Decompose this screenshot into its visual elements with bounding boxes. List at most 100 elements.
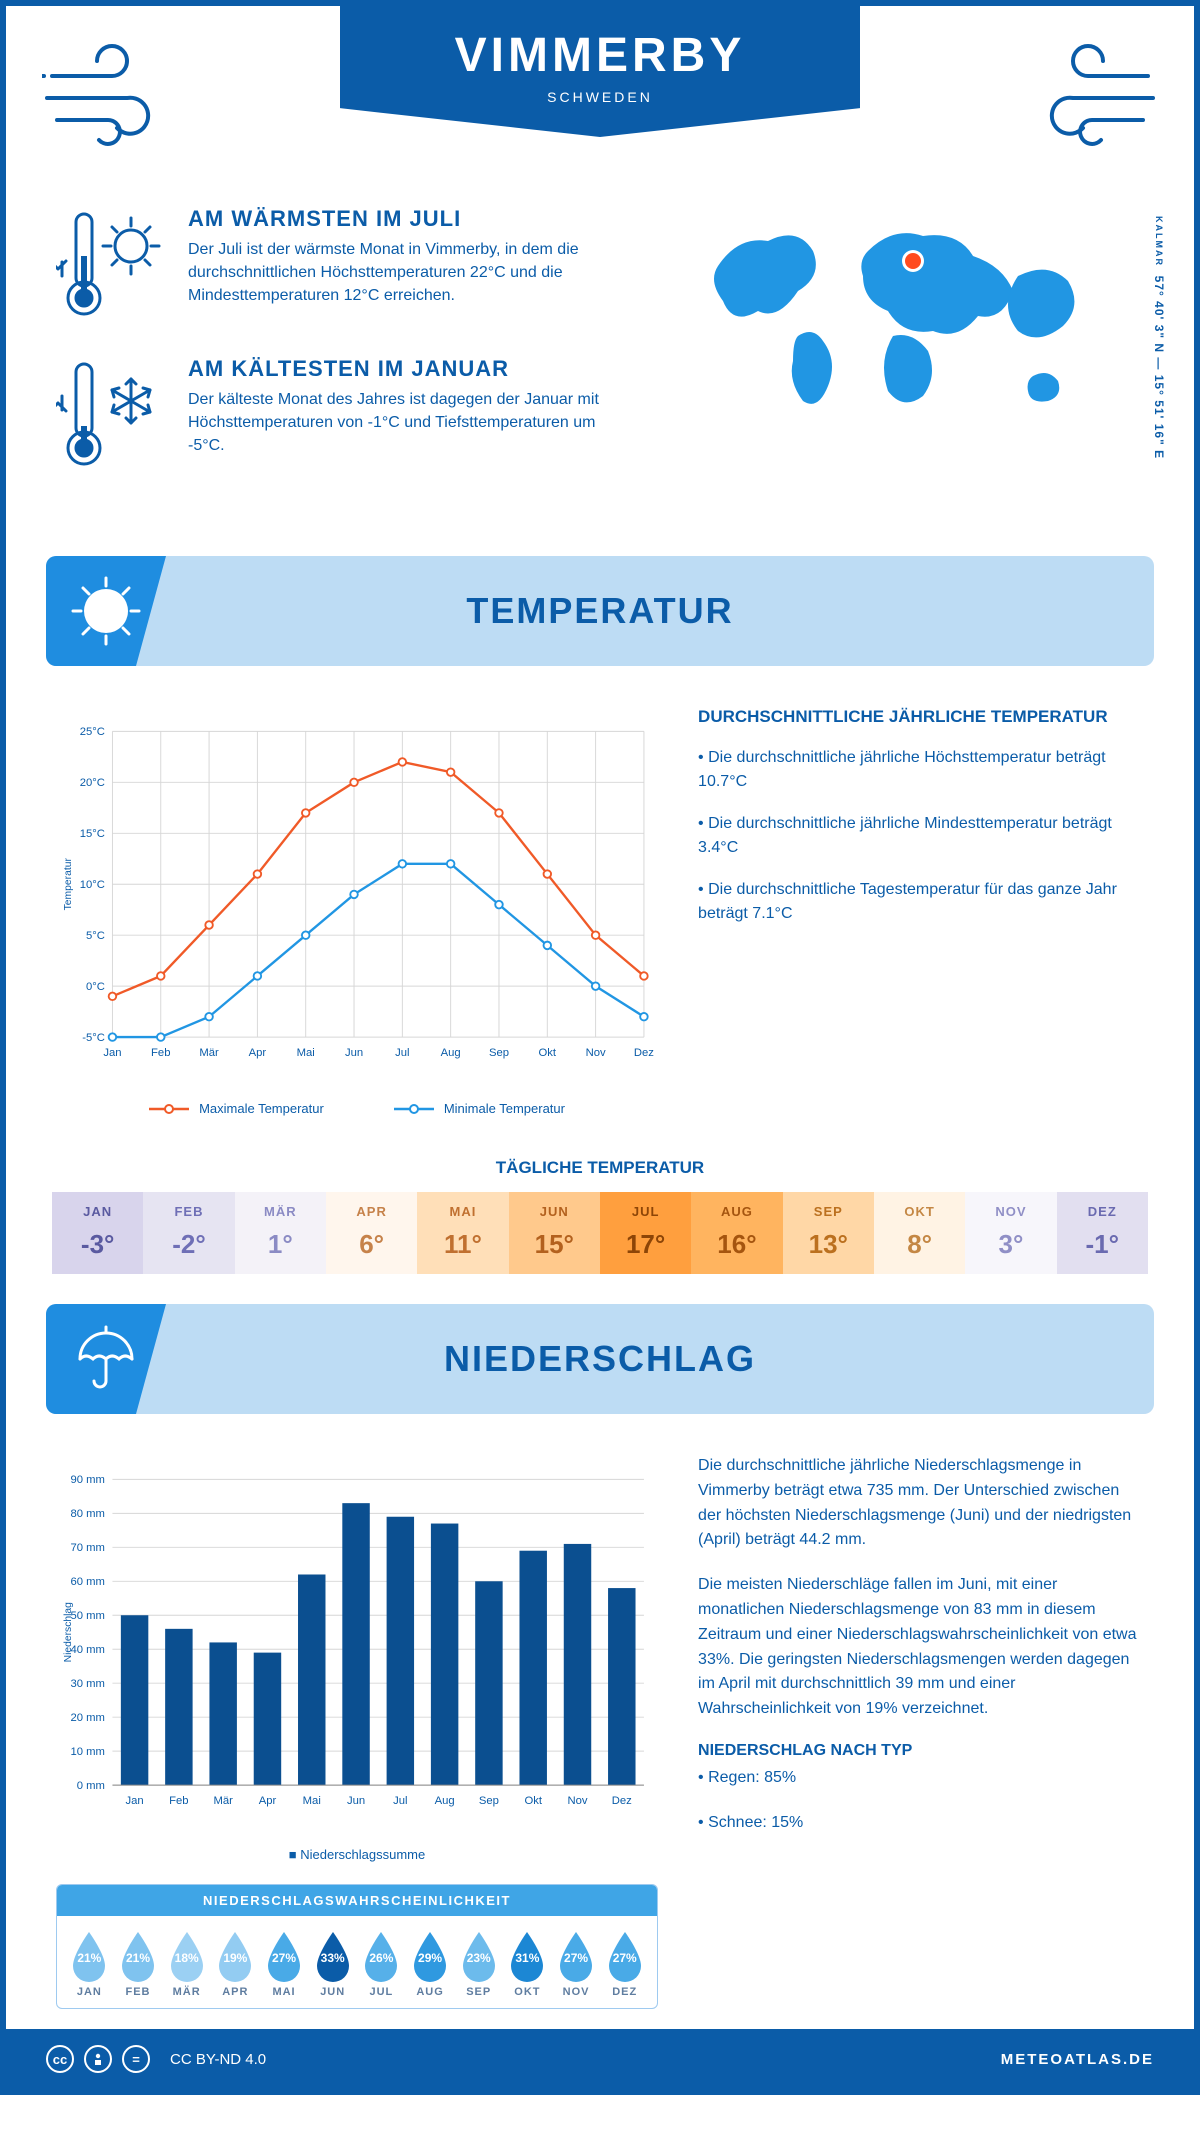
precipitation-chart: 0 mm10 mm20 mm30 mm40 mm50 mm60 mm70 mm8…: [56, 1454, 658, 1834]
precipitation-row: 0 mm10 mm20 mm30 mm40 mm50 mm60 mm70 mm8…: [6, 1444, 1194, 2029]
temperature-notes: DURCHSCHNITTLICHE JÄHRLICHE TEMPERATUR •…: [698, 706, 1144, 1116]
nd-icon: =: [122, 2045, 150, 2073]
coldest-title: AM KÄLTESTEN IM JANUAR: [188, 356, 622, 382]
warmest-fact: AM WÄRMSTEN IM JULI Der Juli ist der wär…: [56, 206, 622, 326]
precip-prob-cell: 19%APR: [211, 1930, 260, 1998]
precip-snow: • Schnee: 15%: [698, 1811, 1144, 1836]
svg-text:Feb: Feb: [169, 1795, 188, 1807]
temperature-row: -5°C0°C5°C10°C15°C20°C25°CJanFebMärAprMa…: [6, 696, 1194, 1136]
precip-prob-cell: 23%SEP: [454, 1930, 503, 1998]
daily-temperature-title: TÄGLICHE TEMPERATUR: [6, 1158, 1194, 1178]
svg-text:Aug: Aug: [435, 1795, 455, 1807]
precip-prob-cell: 26%JUL: [357, 1930, 406, 1998]
svg-text:Temperatur: Temperatur: [63, 858, 74, 911]
svg-text:Jun: Jun: [347, 1795, 365, 1807]
world-map-icon: [688, 206, 1108, 436]
country-name: SCHWEDEN: [380, 89, 820, 105]
svg-text:Okt: Okt: [539, 1047, 557, 1059]
temp-notes-heading: DURCHSCHNITTLICHE JÄHRLICHE TEMPERATUR: [698, 706, 1144, 728]
svg-text:Feb: Feb: [151, 1047, 170, 1059]
thermometer-sun-icon: [56, 206, 166, 326]
daily-temp-cell: NOV3°: [965, 1192, 1056, 1274]
license-text: CC BY-ND 4.0: [170, 2051, 266, 2068]
precip-prob-cell: 27%MAI: [260, 1930, 309, 1998]
svg-text:20 mm: 20 mm: [70, 1712, 104, 1724]
title-banner: VIMMERBY SCHWEDEN: [340, 6, 860, 137]
precip-type-heading: NIEDERSCHLAG NACH TYP: [698, 1742, 1144, 1760]
svg-text:10°C: 10°C: [80, 879, 105, 891]
precip-rain: • Regen: 85%: [698, 1766, 1144, 1791]
daily-temp-cell: MÄR1°: [235, 1192, 326, 1274]
svg-text:Sep: Sep: [479, 1795, 499, 1807]
svg-text:25°C: 25°C: [80, 726, 105, 738]
svg-text:Apr: Apr: [249, 1047, 267, 1059]
precip-prob-cell: 29%AUG: [406, 1930, 455, 1998]
temperature-section-banner: TEMPERATUR: [46, 556, 1154, 666]
coldest-body: Der kälteste Monat des Jahres ist dagege…: [188, 388, 622, 458]
daily-temp-cell: OKT8°: [874, 1192, 965, 1274]
svg-text:Mär: Mär: [213, 1795, 233, 1807]
svg-text:Mär: Mär: [199, 1047, 219, 1059]
daily-temp-cell: FEB-2°: [143, 1192, 234, 1274]
daily-temperature-table: JAN-3°FEB-2°MÄR1°APR6°MAI11°JUN15°JUL17°…: [52, 1192, 1148, 1274]
svg-text:Nov: Nov: [586, 1047, 606, 1059]
svg-text:Mai: Mai: [297, 1047, 315, 1059]
by-icon: [84, 2045, 112, 2073]
svg-text:Jun: Jun: [345, 1047, 363, 1059]
svg-text:10 mm: 10 mm: [70, 1746, 104, 1758]
precip-note-1: Die durchschnittliche jährliche Niedersc…: [698, 1454, 1144, 1553]
warmest-title: AM WÄRMSTEN IM JULI: [188, 206, 622, 232]
svg-text:15°C: 15°C: [80, 828, 105, 840]
precip-prob-cell: 21%FEB: [114, 1930, 163, 1998]
precip-prob-cell: 33%JUN: [308, 1930, 357, 1998]
svg-text:Apr: Apr: [259, 1795, 277, 1807]
precipitation-probability-title: NIEDERSCHLAGSWAHRSCHEINLICHKEIT: [57, 1885, 657, 1916]
svg-text:Jan: Jan: [126, 1795, 144, 1807]
daily-temp-cell: APR6°: [326, 1192, 417, 1274]
coordinates: KALMAR 57° 40' 3" N — 15° 51' 16" E: [1152, 216, 1166, 459]
svg-text:30 mm: 30 mm: [70, 1678, 104, 1690]
svg-text:Dez: Dez: [634, 1047, 654, 1059]
thermometer-snow-icon: [56, 356, 166, 476]
temp-note-3: • Die durchschnittliche Tagestemperatur …: [698, 878, 1144, 926]
svg-text:60 mm: 60 mm: [70, 1576, 104, 1588]
temp-note-2: • Die durchschnittliche jährliche Mindes…: [698, 812, 1144, 860]
svg-text:20°C: 20°C: [80, 777, 105, 789]
svg-text:Sep: Sep: [489, 1047, 509, 1059]
svg-text:40 mm: 40 mm: [70, 1644, 104, 1656]
world-map-block: KALMAR 57° 40' 3" N — 15° 51' 16" E: [652, 206, 1144, 506]
svg-text:Mai: Mai: [303, 1795, 321, 1807]
svg-text:Niederschlag: Niederschlag: [63, 1602, 74, 1663]
svg-text:0°C: 0°C: [86, 981, 105, 993]
svg-text:Okt: Okt: [524, 1795, 542, 1807]
precip-prob-cell: 27%NOV: [552, 1930, 601, 1998]
license-block: cc = CC BY-ND 4.0: [46, 2045, 266, 2073]
precipitation-legend: ■ Niederschlagssumme: [56, 1847, 658, 1862]
daily-temp-cell: SEP13°: [783, 1192, 874, 1274]
temperature-heading: TEMPERATUR: [466, 590, 733, 632]
header: VIMMERBY SCHWEDEN: [6, 6, 1194, 196]
intro-row: AM WÄRMSTEN IM JULI Der Juli ist der wär…: [6, 196, 1194, 536]
wind-icon: [42, 36, 182, 156]
coldest-fact: AM KÄLTESTEN IM JANUAR Der kälteste Mona…: [56, 356, 622, 476]
svg-text:Nov: Nov: [567, 1795, 587, 1807]
temp-note-1: • Die durchschnittliche jährliche Höchst…: [698, 746, 1144, 794]
svg-text:70 mm: 70 mm: [70, 1542, 104, 1554]
city-name: VIMMERBY: [380, 28, 820, 83]
precipitation-notes: Die durchschnittliche jährliche Niedersc…: [698, 1454, 1144, 2009]
sun-icon: [46, 556, 166, 666]
precip-note-2: Die meisten Niederschläge fallen im Juni…: [698, 1573, 1144, 1722]
precip-prob-cell: 18%MÄR: [162, 1930, 211, 1998]
daily-temp-cell: JUL17°: [600, 1192, 691, 1274]
temperature-legend: Maximale Temperatur Minimale Temperatur: [56, 1101, 658, 1116]
svg-text:Jul: Jul: [395, 1047, 409, 1059]
daily-temp-cell: AUG16°: [691, 1192, 782, 1274]
svg-text:Jan: Jan: [103, 1047, 121, 1059]
legend-max: Maximale Temperatur: [149, 1101, 324, 1116]
cc-icon: cc: [46, 2045, 74, 2073]
daily-temp-cell: JAN-3°: [52, 1192, 143, 1274]
svg-text:80 mm: 80 mm: [70, 1508, 104, 1520]
precipitation-probability-box: NIEDERSCHLAGSWAHRSCHEINLICHKEIT 21%JAN21…: [56, 1884, 658, 2009]
svg-text:Jul: Jul: [393, 1795, 407, 1807]
legend-min: Minimale Temperatur: [394, 1101, 565, 1116]
